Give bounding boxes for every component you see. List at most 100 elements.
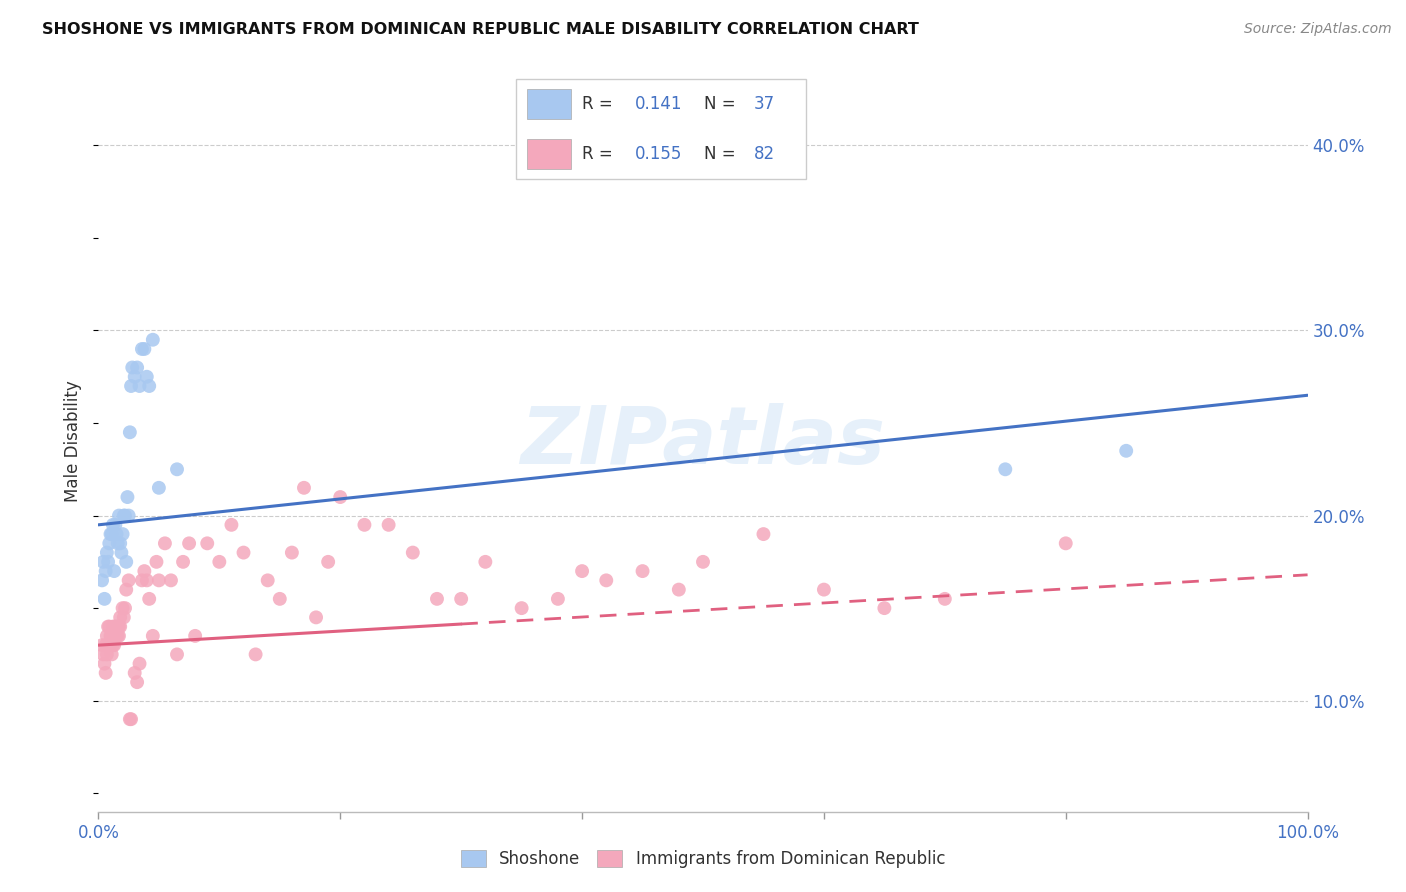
Point [269,591,291,606]
Y-axis label: Male Disability: Male Disability [65,381,83,502]
Point [160,574,183,588]
Point [510,601,533,615]
Point [111,601,134,615]
Point [138,591,160,606]
Point [135,574,157,588]
Point [100,629,122,643]
Point [232,546,254,560]
Point [547,591,569,606]
Point [329,490,352,504]
Point [166,462,188,476]
Point [426,591,449,606]
Point [813,582,835,597]
Point [114,508,136,523]
Text: Source: ZipAtlas.com: Source: ZipAtlas.com [1244,22,1392,37]
Point [131,342,153,356]
Legend: Shoshone, Immigrants from Dominican Republic: Shoshone, Immigrants from Dominican Repu… [454,843,952,875]
Point [91,638,114,652]
Point [114,601,136,615]
Point [96,546,118,560]
Point [138,379,160,393]
Point [103,619,125,633]
Point [91,555,114,569]
Point [120,379,142,393]
Point [91,574,114,588]
Point [118,508,141,523]
Text: ZIPatlas: ZIPatlas [520,402,886,481]
Point [110,546,132,560]
Point [107,619,129,633]
Point [179,536,201,550]
Point [107,536,129,550]
Point [172,555,194,569]
Point [631,564,654,578]
Point [208,555,231,569]
Point [142,629,165,643]
Point [100,527,122,541]
Point [752,527,775,541]
Point [100,638,122,652]
Point [104,629,127,643]
Point [96,648,118,662]
Point [118,712,141,726]
Point [96,629,118,643]
Point [108,629,131,643]
Point [118,574,141,588]
Point [94,638,117,652]
Point [98,536,121,550]
Point [148,574,170,588]
Point [1115,443,1137,458]
Text: SHOSHONE VS IMMIGRANTS FROM DOMINICAN REPUBLIC MALE DISABILITY CORRELATION CHART: SHOSHONE VS IMMIGRANTS FROM DOMINICAN RE… [42,22,920,37]
Point [103,638,125,652]
Point [135,369,157,384]
Point [98,638,121,652]
Point [1054,536,1077,550]
Point [474,555,496,569]
Point [221,517,243,532]
Point [127,675,149,690]
Point [402,546,425,560]
Point [131,574,153,588]
Point [153,536,176,550]
Point [105,527,128,541]
Point [873,601,896,615]
Point [128,657,150,671]
Point [105,629,128,643]
Point [117,490,139,504]
Point [305,610,328,624]
Point [377,517,399,532]
Point [112,508,135,523]
Point [166,648,188,662]
Point [101,517,124,532]
Point [692,555,714,569]
Point [107,629,129,643]
Point [195,536,218,550]
Point [134,342,156,356]
Point [100,629,122,643]
Point [115,582,138,597]
Point [134,564,156,578]
Point [104,619,127,633]
Point [93,591,115,606]
Point [94,564,117,578]
Point [145,555,167,569]
Point [108,508,131,523]
Point [101,619,124,633]
Point [112,610,135,624]
Point [108,536,131,550]
Point [121,360,143,375]
Point [148,481,170,495]
Point [142,333,165,347]
Point [100,648,122,662]
Point [103,564,125,578]
Point [115,555,138,569]
Point [104,517,127,532]
Point [316,555,339,569]
Point [94,665,117,680]
Point [450,591,472,606]
Point [668,582,690,597]
Point [571,564,593,578]
Point [97,638,120,652]
Point [120,712,142,726]
Point [108,619,131,633]
